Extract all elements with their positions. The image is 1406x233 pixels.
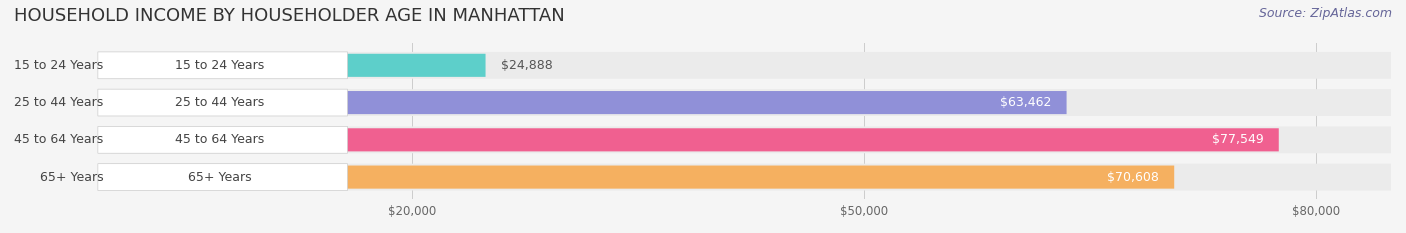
FancyBboxPatch shape — [111, 128, 1279, 151]
FancyBboxPatch shape — [98, 89, 347, 116]
Text: $24,888: $24,888 — [501, 59, 553, 72]
Text: Source: ZipAtlas.com: Source: ZipAtlas.com — [1258, 7, 1392, 20]
Text: $70,608: $70,608 — [1108, 171, 1159, 184]
FancyBboxPatch shape — [98, 52, 347, 79]
Text: 45 to 64 Years: 45 to 64 Years — [174, 133, 264, 146]
FancyBboxPatch shape — [111, 52, 1391, 79]
Text: 15 to 24 Years: 15 to 24 Years — [174, 59, 264, 72]
Text: 15 to 24 Years: 15 to 24 Years — [14, 59, 103, 72]
FancyBboxPatch shape — [111, 54, 485, 77]
Text: 25 to 44 Years: 25 to 44 Years — [174, 96, 264, 109]
FancyBboxPatch shape — [98, 127, 347, 153]
Text: 45 to 64 Years: 45 to 64 Years — [14, 133, 103, 146]
FancyBboxPatch shape — [98, 164, 347, 191]
Text: 65+ Years: 65+ Years — [39, 171, 103, 184]
FancyBboxPatch shape — [111, 164, 1391, 191]
FancyBboxPatch shape — [111, 127, 1391, 153]
FancyBboxPatch shape — [111, 165, 1174, 189]
Text: 25 to 44 Years: 25 to 44 Years — [14, 96, 103, 109]
Text: HOUSEHOLD INCOME BY HOUSEHOLDER AGE IN MANHATTAN: HOUSEHOLD INCOME BY HOUSEHOLDER AGE IN M… — [14, 7, 565, 25]
Text: 65+ Years: 65+ Years — [187, 171, 252, 184]
FancyBboxPatch shape — [111, 89, 1391, 116]
FancyBboxPatch shape — [111, 91, 1067, 114]
Text: $63,462: $63,462 — [1000, 96, 1052, 109]
Text: $77,549: $77,549 — [1212, 133, 1264, 146]
